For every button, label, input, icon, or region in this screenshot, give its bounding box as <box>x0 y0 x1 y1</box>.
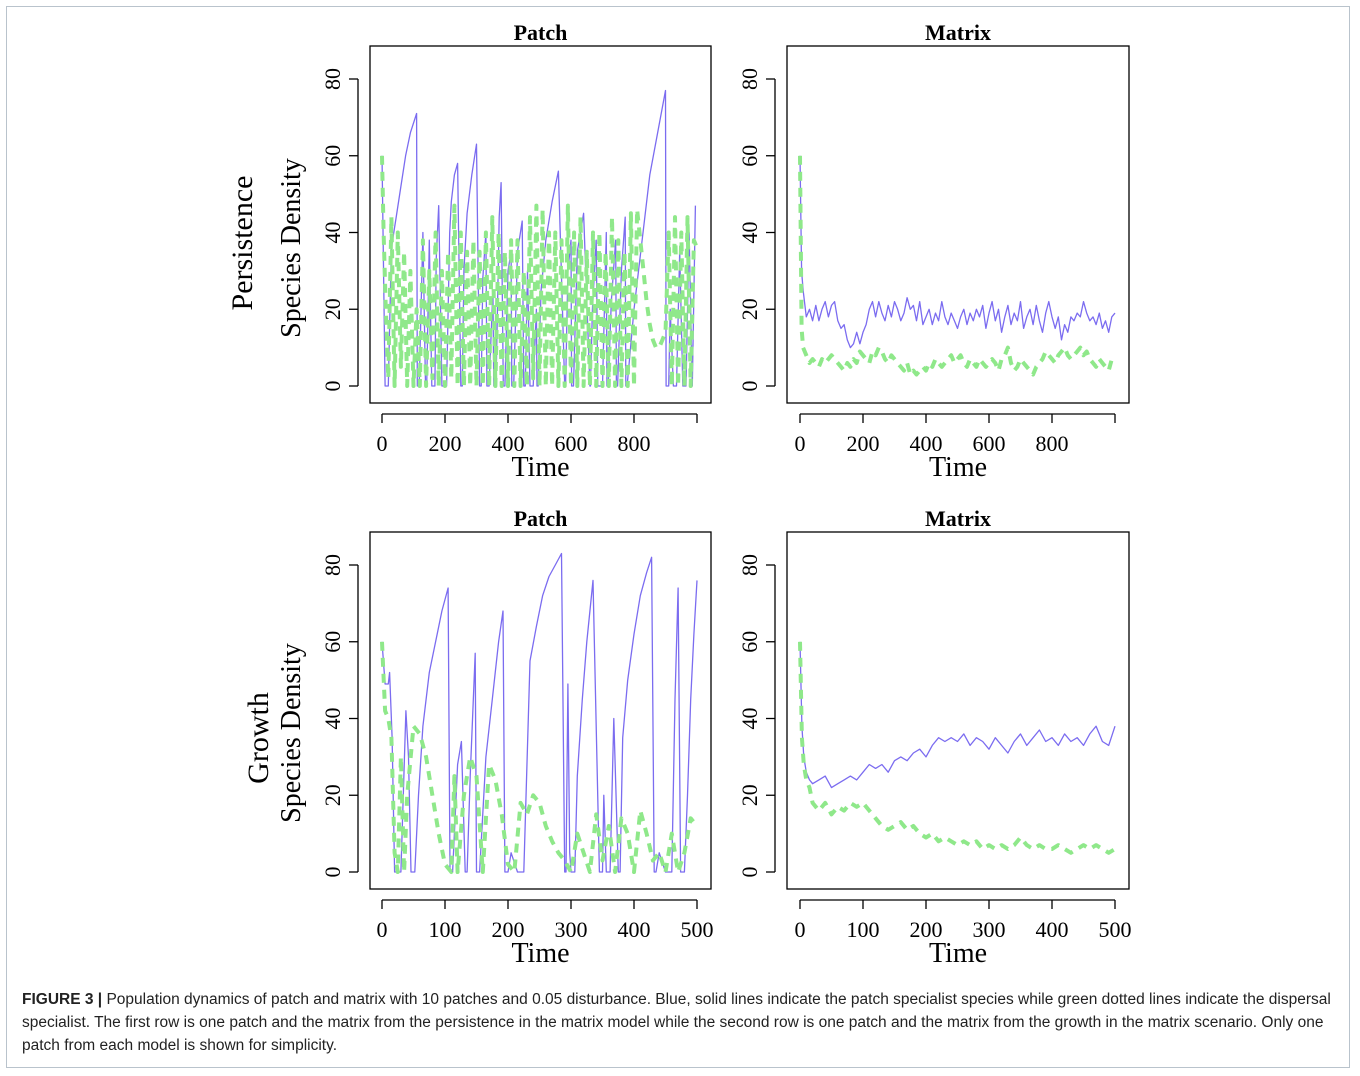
persistence-matrix-patch-specialist-line <box>799 155 1116 349</box>
growth-matrix-y-tick-label: 20 <box>737 784 762 806</box>
growth-patch-y-tick-label: 20 <box>320 784 345 806</box>
persistence-patch-title: Patch <box>514 20 568 45</box>
growth-matrix-y-tick-label: 0 <box>737 867 762 878</box>
growth-matrix-x-tick-label: 200 <box>910 917 943 942</box>
growth-matrix-dispersal-specialist-line <box>798 641 1117 855</box>
figure-frame <box>6 6 1350 1068</box>
persistence-patch-x-tick-label: 400 <box>492 431 525 456</box>
persistence-patch-x-tick-label: 800 <box>618 431 651 456</box>
persistence-matrix-plot-frame <box>786 45 1130 404</box>
growth-patch-y-tick-label: 80 <box>320 554 345 576</box>
growth-patch-y-tick-label: 0 <box>320 867 345 878</box>
growth-matrix-x-tick-label: 100 <box>847 917 880 942</box>
growth-matrix-y-tick-label: 40 <box>737 708 762 730</box>
persistence-patch-y-tick-label: 20 <box>320 298 345 320</box>
growth-matrix-y-tick-label: 80 <box>737 554 762 576</box>
growth-matrix-x-tick-label: 300 <box>973 917 1006 942</box>
persistence-matrix-dispersal-specialist-line <box>798 155 1117 377</box>
figure-caption: FIGURE 3 | Population dynamics of patch … <box>22 988 1338 1057</box>
growth-matrix-title: Matrix <box>925 506 991 531</box>
persistence-matrix-y-tick-label: 40 <box>737 222 762 244</box>
persistence-matrix-y-tick-label: 20 <box>737 298 762 320</box>
growth-matrix-plot-frame <box>786 531 1130 890</box>
growth-patch-x-axis-label: Time <box>511 938 569 969</box>
panel-persistence-patch: Patch 0 200 400 600 800 Time 0 20 40 60 80 <box>320 20 712 483</box>
growth-patch-patch-specialist-line <box>381 552 698 873</box>
persistence-patch-x-tick-label: 0 <box>377 431 388 456</box>
persistence-patch-x-axis-label: Time <box>511 452 569 483</box>
growth-patch-plot-frame <box>369 531 712 890</box>
persistence-matrix-y-tick-label: 60 <box>737 145 762 167</box>
growth-patch-x-tick-label: 400 <box>618 917 651 942</box>
persistence-patch-y-tick-label: 40 <box>320 222 345 244</box>
persistence-patch-dispersal-specialist-line <box>380 155 699 388</box>
growth-patch-x-tick-label: 0 <box>377 917 388 942</box>
persistence-matrix-y-tick-label: 80 <box>737 68 762 90</box>
growth-patch-x-tick-label: 200 <box>492 917 525 942</box>
persistence-patch-plot-frame <box>369 45 712 404</box>
persistence-matrix-x-tick-label: 0 <box>795 431 806 456</box>
caption-text: Population dynamics of patch and matrix … <box>22 991 1331 1054</box>
persistence-patch-y-tick-label: 60 <box>320 145 345 167</box>
persistence-matrix-x-tick-label: 400 <box>910 431 943 456</box>
growth-matrix-y-tick-label: 60 <box>737 631 762 653</box>
growth-patch-x-tick-label: 300 <box>555 917 588 942</box>
persistence-matrix-x-tick-label: 800 <box>1036 431 1069 456</box>
growth-matrix-x-axis-label: Time <box>929 938 987 969</box>
growth-patch-y-tick-label: 60 <box>320 631 345 653</box>
panel-growth-matrix: Matrix 0 100 200 300 400 500 Time 0 20 40 60 80 <box>737 506 1132 969</box>
caption-label: FIGURE 3 | <box>22 991 103 1008</box>
growth-matrix-patch-specialist-line <box>799 641 1116 789</box>
persistence-patch-y-tick-label: 80 <box>320 68 345 90</box>
growth-patch-title: Patch <box>514 506 568 531</box>
persistence-patch-x-tick-label: 200 <box>429 431 462 456</box>
row-ylabel-persistence: Species Density <box>276 158 307 338</box>
growth-patch-y-tick-label: 40 <box>320 708 345 730</box>
growth-patch-x-tick-label: 500 <box>681 917 714 942</box>
row-label-persistence: Persistence <box>226 176 259 311</box>
persistence-patch-y-tick-label: 0 <box>320 381 345 392</box>
growth-matrix-x-tick-label: 0 <box>795 917 806 942</box>
growth-matrix-x-tick-label: 400 <box>1036 917 1069 942</box>
persistence-matrix-x-axis-label: Time <box>929 452 987 483</box>
growth-patch-dispersal-specialist-line <box>380 641 699 874</box>
persistence-matrix-x-tick-label: 600 <box>973 431 1006 456</box>
row-label-growth: Growth <box>242 692 275 784</box>
persistence-matrix-x-tick-label: 200 <box>847 431 880 456</box>
persistence-matrix-y-tick-label: 0 <box>737 381 762 392</box>
growth-matrix-x-tick-label: 500 <box>1099 917 1132 942</box>
persistence-patch-x-tick-label: 600 <box>555 431 588 456</box>
growth-patch-x-tick-label: 100 <box>429 917 462 942</box>
row-ylabel-growth: Species Density <box>276 643 307 823</box>
panel-persistence-matrix: Matrix 0 200 400 600 800 Time 0 20 40 60 80 <box>737 20 1130 483</box>
panel-growth-patch: Patch 0 100 200 300 400 500 Time 0 20 40 60 80 <box>320 506 714 969</box>
persistence-matrix-title: Matrix <box>925 20 991 45</box>
